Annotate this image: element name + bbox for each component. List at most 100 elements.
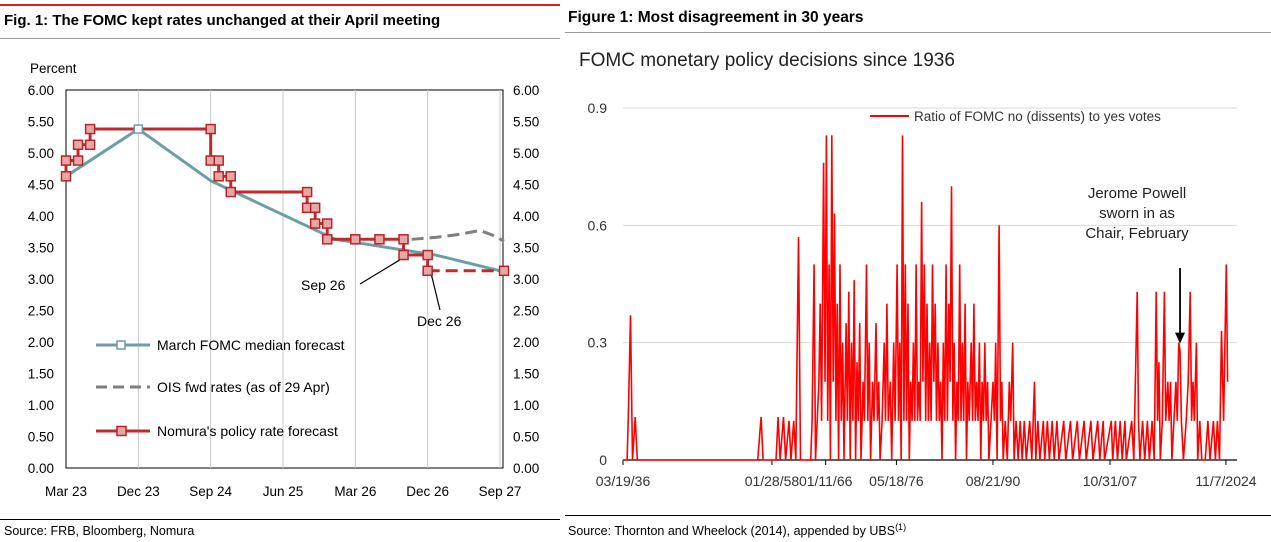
powell-annotation-line: Jerome Powell (1088, 185, 1186, 202)
nomura-marker (60, 155, 72, 166)
nomura-marker (309, 218, 321, 229)
y-tick-label-left: 3.50 (28, 241, 54, 256)
legend-label: Nomura's policy rate forecast (157, 423, 338, 439)
y-tick-label-right: 0.50 (513, 430, 539, 445)
right-chart-subtitle: FOMC monetary policy decisions since 193… (579, 50, 955, 71)
legend-label: Ratio of FOMC no (dissents) to yes votes (914, 109, 1161, 124)
y-tick-label-right: 6.00 (513, 83, 539, 98)
legend-marker (116, 425, 127, 437)
source-rule (565, 515, 1271, 516)
y-tick-label-right: 5.50 (513, 115, 539, 130)
nomura-marker (321, 234, 333, 245)
y-tick-label-left: 3.00 (28, 272, 54, 287)
nomura-marker (301, 186, 313, 198)
right-chart: 0 0.3 0.6 0.9 03/19/36 01/28/58 01/11/66 05/18/… (588, 100, 1257, 489)
x-tick-label: 10/31/07 (1083, 473, 1138, 489)
nomura-marker (225, 186, 237, 198)
x-tick-label: Mar 26 (334, 484, 376, 499)
series-line (65, 127, 501, 273)
legend-label: OIS fwd rates (as of 29 Apr) (157, 379, 330, 395)
right-source-footnote: (1) (895, 522, 907, 532)
annotation-dec26: Dec 26 (417, 313, 462, 329)
nomura-marker (422, 265, 433, 277)
left-figure-title: Fig. 1: The FOMC kept rates unchanged at… (4, 12, 441, 29)
nomura-marker (398, 234, 409, 245)
x-tick-label: Jun 25 (263, 484, 304, 499)
y-tick-label-left: 5.00 (28, 146, 54, 161)
nomura-marker (498, 265, 510, 277)
nomura-marker (398, 249, 409, 261)
right-source: Source: Thornton and Wheelock (2014), ap… (568, 522, 906, 538)
x-tick-label: 01/11/66 (799, 473, 853, 489)
nomura-marker (72, 139, 84, 151)
nomura-marker (225, 171, 237, 182)
legend-marker (116, 340, 126, 350)
x-tick-label: Sep 24 (189, 484, 232, 499)
title-underline (0, 38, 560, 39)
series-line (411, 228, 505, 243)
annotation-leader (359, 259, 400, 285)
x-tick-label: Dec 23 (117, 484, 160, 499)
powell-annotation-line: sworn in as (1099, 205, 1175, 222)
y-tick-label-left: 6.00 (28, 83, 54, 98)
nomura-marker (321, 218, 333, 229)
fomc-marker (133, 124, 144, 134)
y-axis-label: Percent (30, 61, 77, 76)
y-tick-label-left: 5.50 (28, 115, 54, 130)
nomura-marker (422, 249, 433, 261)
y-tick-label-right: 2.00 (513, 335, 539, 350)
y-tick-label-left: 0.00 (28, 461, 54, 476)
series-line (64, 127, 430, 271)
x-tick-label: Sep 27 (479, 484, 522, 499)
nomura-marker (72, 155, 84, 166)
y-tick-label-right: 3.00 (513, 272, 539, 287)
y-tick-label-right: 3.50 (513, 241, 539, 256)
y-tick-label-left: 2.50 (28, 304, 54, 319)
y-tick-label-right: 5.00 (513, 146, 539, 161)
y-tick-label: 0.9 (588, 100, 608, 116)
right-figure-title: Figure 1: Most disagreement in 30 years (568, 9, 864, 26)
x-tick-label: Dec 26 (406, 484, 449, 499)
nomura-marker (60, 171, 72, 182)
x-tick-label: 08/21/90 (966, 473, 1021, 489)
title-underline (565, 32, 1271, 33)
y-tick-label-right: 1.50 (513, 367, 539, 382)
y-tick-label-left: 0.50 (28, 430, 54, 445)
y-tick-label: 0.6 (588, 217, 608, 233)
nomura-marker (84, 139, 96, 151)
nomura-marker (213, 171, 224, 182)
left-figure: Fig. 1: The FOMC kept rates unchanged at… (0, 0, 560, 542)
y-tick-label: 0.3 (588, 335, 608, 351)
y-tick-label-left: 4.50 (28, 178, 54, 193)
x-tick-label: 05/18/76 (869, 473, 924, 489)
nomura-marker (205, 123, 216, 135)
y-tick-label-right: 2.50 (513, 304, 539, 319)
source-rule (0, 519, 560, 520)
plot-frame (65, 89, 504, 469)
left-chart: Mar 23 Dec 23 Sep 24 Jun 25 Mar 26 Dec 26 Sep … (28, 61, 540, 499)
y-tick-label: 0 (599, 452, 607, 468)
title-rule (0, 4, 560, 6)
powell-annotation-line: Chair, February (1085, 225, 1189, 242)
y-tick-label-right: 4.50 (513, 178, 539, 193)
legend-label: March FOMC median forecast (157, 337, 345, 353)
nomura-marker (374, 234, 385, 245)
right-figure: Figure 1: Most disagreement in 30 years … (565, 0, 1271, 542)
x-tick-label: 01/28/58 (745, 473, 800, 489)
x-tick-label: 03/19/36 (596, 473, 651, 489)
powell-arrowhead (1175, 332, 1186, 344)
nomura-marker (213, 155, 224, 166)
left-source: Source: FRB, Bloomberg, Nomura (4, 524, 195, 538)
y-tick-label-left: 2.00 (28, 335, 54, 350)
annotation-leader (431, 275, 441, 311)
y-tick-label-right: 4.00 (513, 209, 539, 224)
x-tick-label: 11/7/2024 (1195, 473, 1256, 489)
y-tick-label-left: 1.50 (28, 367, 54, 382)
nomura-marker (309, 202, 321, 214)
nomura-marker (350, 234, 361, 245)
right-source-text: Source: Thornton and Wheelock (2014), ap… (568, 524, 896, 539)
nomura-marker (84, 123, 96, 135)
annotation-sep26: Sep 26 (301, 277, 346, 293)
y-tick-label-left: 4.00 (28, 209, 54, 224)
x-tick-label: Mar 23 (45, 484, 87, 499)
